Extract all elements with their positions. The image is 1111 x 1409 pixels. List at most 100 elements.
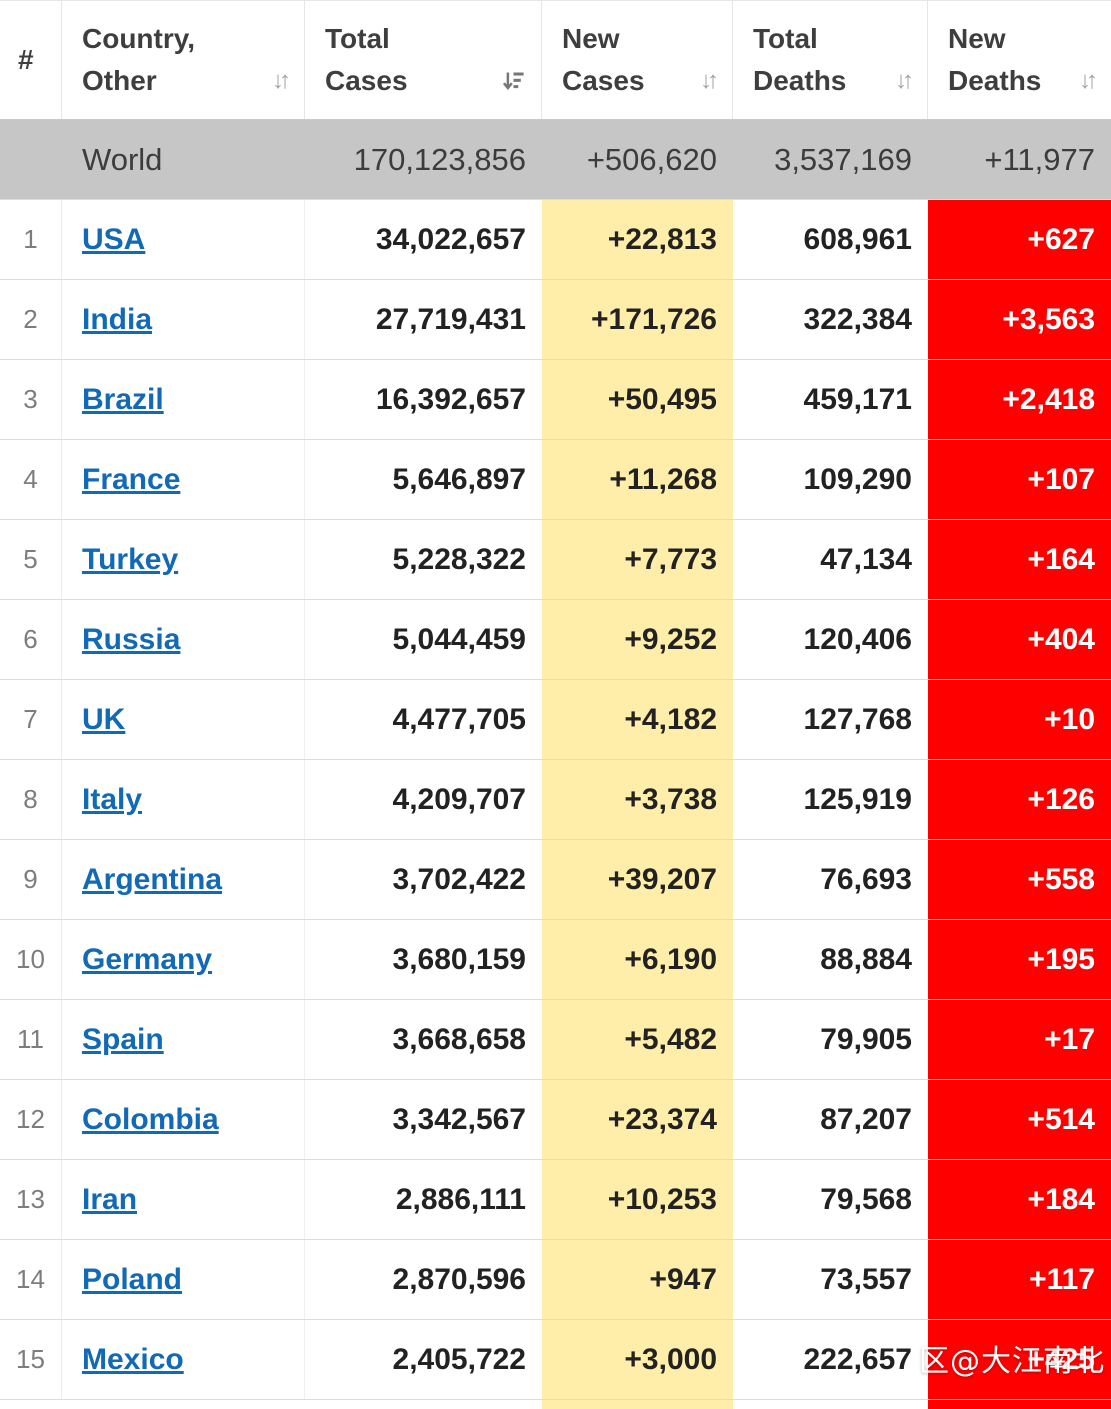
new-cases-cell: +39,207 xyxy=(542,840,733,919)
country-link[interactable]: Argentina xyxy=(82,862,223,896)
country-link[interactable]: Spain xyxy=(82,1022,164,1056)
new-cases-cell: +3,000 xyxy=(542,1320,733,1399)
table-row: 4 France 5,646,897 +11,268 109,290 +107 xyxy=(0,440,1111,520)
total-cases-cell: 5,228,322 xyxy=(392,542,526,576)
total-cases-cell: 3,342,567 xyxy=(392,1102,526,1136)
country-link[interactable]: Germany xyxy=(82,942,213,976)
rank-cell xyxy=(0,120,62,199)
country-link[interactable]: Turkey xyxy=(82,542,179,576)
country-cell xyxy=(62,1400,305,1409)
total-deaths-cell: 79,568 xyxy=(820,1182,912,1216)
sort-icon[interactable]: ↓↑ xyxy=(1079,67,1098,94)
rank-cell: 11 xyxy=(0,1000,62,1079)
table-row: 1 USA 34,022,657 +22,813 608,961 +627 xyxy=(0,200,1111,280)
country-cell: Germany xyxy=(62,920,305,999)
country-cell: France xyxy=(62,440,305,519)
sort-icon[interactable]: ↓↑ xyxy=(272,67,291,94)
new-deaths-cell: +627 xyxy=(928,200,1111,279)
rank-cell: 2 xyxy=(0,280,62,359)
new-cases-cell: +3,738 xyxy=(542,760,733,839)
country-link[interactable]: USA xyxy=(82,222,146,256)
total-deaths-cell xyxy=(733,1400,928,1409)
total-deaths-cell: 76,693 xyxy=(820,862,912,896)
new-cases-cell: +9,252 xyxy=(542,600,733,679)
new-cases-cell: +7,773 xyxy=(542,520,733,599)
rank-cell: 14 xyxy=(0,1240,62,1319)
total-cases-cell xyxy=(305,1400,542,1409)
total-deaths-cell: 120,406 xyxy=(803,622,912,656)
header-total-cases[interactable]: Total Cases xyxy=(305,1,542,119)
new-deaths-cell: +404 xyxy=(928,600,1111,679)
table-row: 14 Poland 2,870,596 +947 73,557 +117 xyxy=(0,1240,1111,1320)
total-cases-cell: 3,668,658 xyxy=(392,1022,526,1056)
country-link[interactable]: Colombia xyxy=(82,1102,219,1136)
header-new-cases-label-1: New xyxy=(562,23,620,54)
sort-icon[interactable]: ↓↑ xyxy=(700,67,719,94)
world-total-cases: 170,123,856 xyxy=(353,141,526,177)
country-link[interactable]: UK xyxy=(82,702,126,736)
country-link[interactable]: Mexico xyxy=(82,1342,184,1376)
header-rank-label: # xyxy=(18,44,34,75)
country-cell: Mexico xyxy=(62,1320,305,1399)
header-country[interactable]: Country, Other ↓↑ xyxy=(62,1,305,119)
table-row: 5 Turkey 5,228,322 +7,773 47,134 +164 xyxy=(0,520,1111,600)
country-cell: Russia xyxy=(62,600,305,679)
total-cases-cell: 2,886,111 xyxy=(395,1182,526,1216)
total-deaths-cell: 125,919 xyxy=(803,782,912,816)
total-deaths-cell: 608,961 xyxy=(803,222,912,256)
rank-cell: 5 xyxy=(0,520,62,599)
header-new-deaths[interactable]: New Deaths ↓↑ xyxy=(928,1,1111,119)
new-cases-cell: +11,268 xyxy=(542,440,733,519)
total-cases-cell: 5,646,897 xyxy=(392,462,526,496)
total-cases-cell: 4,209,707 xyxy=(392,782,526,816)
country-cell: India xyxy=(62,280,305,359)
table-row: 9 Argentina 3,702,422 +39,207 76,693 +55… xyxy=(0,840,1111,920)
new-cases-cell: +171,726 xyxy=(542,280,733,359)
new-deaths-cell: +164 xyxy=(928,520,1111,599)
new-deaths-cell: +184 xyxy=(928,1160,1111,1239)
rank-cell: 13 xyxy=(0,1160,62,1239)
total-cases-cell: 2,405,722 xyxy=(392,1342,526,1376)
new-deaths-cell xyxy=(928,1400,1111,1409)
total-cases-cell: 5,044,459 xyxy=(392,622,526,656)
new-cases-cell: +4,182 xyxy=(542,680,733,759)
country-link[interactable]: Brazil xyxy=(82,382,164,416)
total-deaths-cell: 222,657 xyxy=(803,1342,912,1376)
country-cell: USA xyxy=(62,200,305,279)
new-cases-cell: +6,190 xyxy=(542,920,733,999)
total-deaths-cell: 459,171 xyxy=(803,382,912,416)
country-link[interactable]: Iran xyxy=(82,1182,138,1216)
sort-active-icon[interactable] xyxy=(500,68,527,95)
header-total-deaths-label-2: Deaths xyxy=(753,65,847,96)
header-new-cases[interactable]: New Cases ↓↑ xyxy=(542,1,733,119)
header-total-deaths[interactable]: Total Deaths ↓↑ xyxy=(733,1,928,119)
total-cases-cell: 27,719,431 xyxy=(375,302,526,336)
new-deaths-cell: +2,418 xyxy=(928,360,1111,439)
country-cell: Poland xyxy=(62,1240,305,1319)
table-row: 7 UK 4,477,705 +4,182 127,768 +10 xyxy=(0,680,1111,760)
new-deaths-cell: +558 xyxy=(928,840,1111,919)
new-cases-cell: +5,482 xyxy=(542,1000,733,1079)
country-link[interactable]: India xyxy=(82,302,153,336)
country-link[interactable]: Italy xyxy=(82,782,143,816)
rank-cell: 10 xyxy=(0,920,62,999)
table-row: 11 Spain 3,668,658 +5,482 79,905 +17 xyxy=(0,1000,1111,1080)
table-row: 6 Russia 5,044,459 +9,252 120,406 +404 xyxy=(0,600,1111,680)
new-cases-cell: +10,253 xyxy=(542,1160,733,1239)
sort-icon[interactable]: ↓↑ xyxy=(895,67,914,94)
country-link[interactable]: Poland xyxy=(82,1262,183,1296)
country-link[interactable]: Russia xyxy=(82,622,181,656)
country-link[interactable]: France xyxy=(82,462,181,496)
total-deaths-cell: 47,134 xyxy=(820,542,912,576)
country-cell: Argentina xyxy=(62,840,305,919)
world-new-deaths: +11,977 xyxy=(984,141,1095,177)
world-total-deaths: 3,537,169 xyxy=(774,141,912,177)
total-deaths-cell: 73,557 xyxy=(820,1262,912,1296)
new-deaths-cell: +3,563 xyxy=(928,280,1111,359)
rank-cell xyxy=(0,1400,62,1409)
new-cases-cell: +50,495 xyxy=(542,360,733,439)
rank-cell: 3 xyxy=(0,360,62,439)
new-deaths-cell: +10 xyxy=(928,680,1111,759)
rank-cell: 4 xyxy=(0,440,62,519)
rank-cell: 7 xyxy=(0,680,62,759)
